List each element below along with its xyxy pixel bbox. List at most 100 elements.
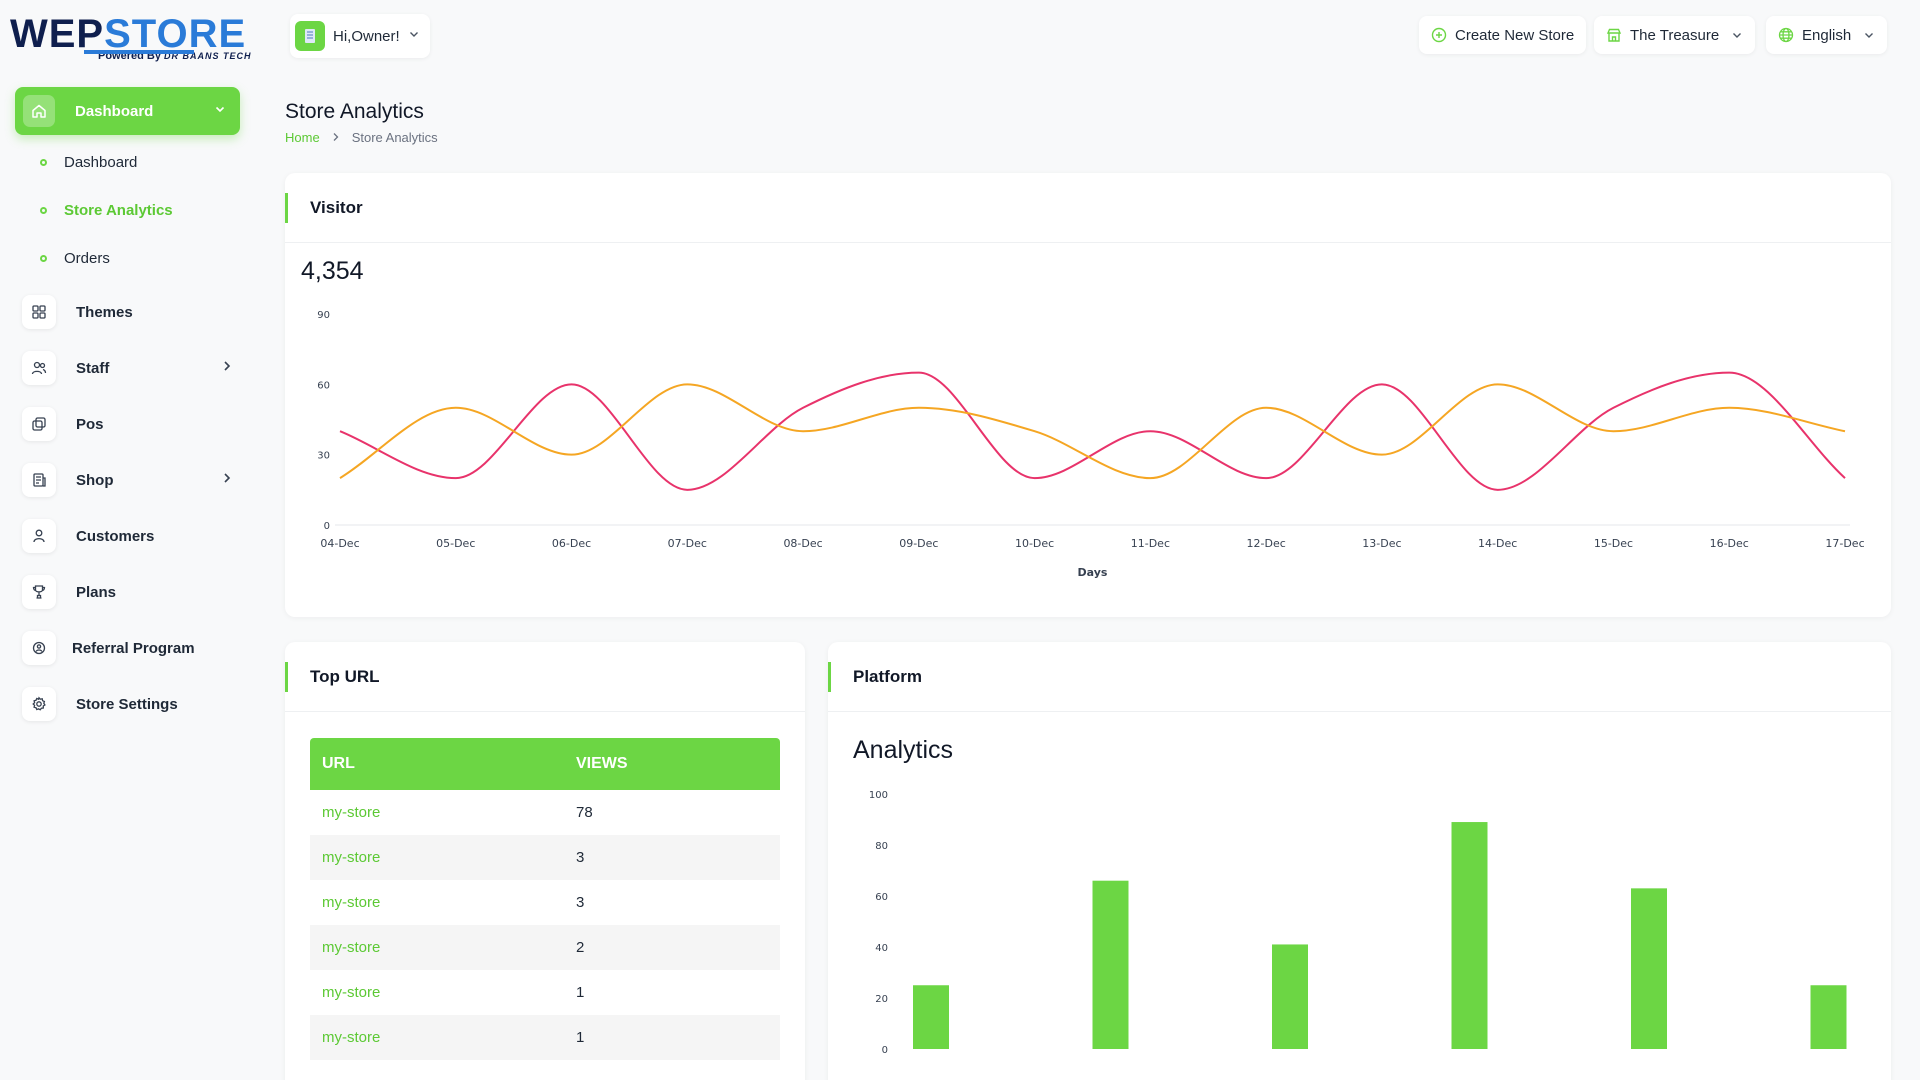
visitor-card: Visitor 4,354 0 30 60 90 04-Dec 05-Dec 06-Dec 0… <box>285 173 1891 617</box>
table-row: my-store 2 <box>310 925 780 970</box>
x-tick-label: 17-Dec <box>1825 537 1864 550</box>
sidebar-subitem-label: Dashboard <box>64 154 138 171</box>
url-link[interactable]: my-store <box>310 835 564 880</box>
x-tick-label: 06-Dec <box>552 537 591 550</box>
sidebar-item-plans[interactable]: Plans <box>22 572 240 612</box>
chevron-right-icon <box>332 130 340 145</box>
language-selector[interactable]: English <box>1766 16 1888 54</box>
y-tick-label: 80 <box>875 841 888 852</box>
y-tick-label: 30 <box>317 451 330 462</box>
plus-circle-icon <box>1431 27 1447 43</box>
sidebar-subitem-label: Orders <box>64 250 110 267</box>
bar <box>1092 880 1129 1049</box>
platform-card-header: Platform <box>828 642 1891 712</box>
x-tick-label: 16-Dec <box>1710 537 1749 550</box>
top-url-card-title: Top URL <box>310 666 380 686</box>
trophy-icon <box>22 575 56 609</box>
chevron-down-icon <box>1865 33 1874 38</box>
sidebar-item-label: Customers <box>76 527 155 545</box>
bullet-icon <box>40 159 47 166</box>
series-line-2 <box>339 383 1846 480</box>
y-tick-label: 60 <box>875 892 888 903</box>
sidebar-subitem-dashboard[interactable]: Dashboard <box>40 154 137 171</box>
sidebar-item-referral-program[interactable]: Referral Program <box>22 628 240 668</box>
x-tick-label: 13-Dec <box>1362 537 1401 550</box>
platform-analytics-heading: Analytics <box>853 736 954 764</box>
y-tick-label: 90 <box>317 310 330 321</box>
sidebar-subitem-orders[interactable]: Orders <box>40 250 110 267</box>
x-tick-label: 10-Dec <box>1015 537 1054 550</box>
url-link[interactable]: my-store <box>310 925 564 970</box>
table-row: my-store 1 <box>310 1015 780 1060</box>
chevron-down-icon <box>408 27 420 45</box>
brand-wordmark: WEPSTORE <box>10 14 270 54</box>
chevron-down-icon <box>214 102 226 120</box>
sidebar-item-label: Referral Program <box>72 639 195 657</box>
user-menu[interactable]: Hi,Owner! <box>290 14 430 58</box>
users-icon <box>22 351 56 385</box>
sidebar-item-dashboard[interactable]: Dashboard <box>15 87 240 135</box>
sidebar-item-label: Staff <box>76 359 110 377</box>
url-link[interactable]: my-store <box>322 804 381 821</box>
platform-card: Platform Analytics 0 20 40 60 80 100 <box>828 642 1891 1080</box>
y-tick-label: 60 <box>317 380 330 391</box>
x-tick-label: 14-Dec <box>1478 537 1517 550</box>
settings-icon <box>22 687 56 721</box>
bar <box>1451 822 1488 1049</box>
sidebar-item-store-settings[interactable]: Store Settings <box>22 684 240 724</box>
sidebar-item-themes[interactable]: Themes <box>22 292 240 332</box>
sidebar-item-label: Themes <box>76 303 133 321</box>
top-url-card: Top URL URL VIEWS my-store 78 my-store 3 m… <box>285 642 805 1080</box>
sidebar-item-pos[interactable]: Pos <box>22 404 240 444</box>
user-icon <box>22 519 56 553</box>
visitor-card-title: Visitor <box>310 197 363 217</box>
store-selector[interactable]: The Treasure <box>1594 16 1756 54</box>
y-tick-label: 20 <box>875 994 888 1005</box>
store-icon <box>1606 28 1622 42</box>
brand-underline <box>84 50 194 54</box>
sidebar-item-label: Dashboard <box>75 102 154 120</box>
sidebar-subitem-store-analytics[interactable]: Store Analytics <box>40 202 173 219</box>
y-tick-label: 0 <box>324 521 330 532</box>
breadcrumb-home-link[interactable]: Home <box>285 130 320 145</box>
views-count: 3 <box>576 894 585 911</box>
table-header-row: URL VIEWS <box>310 738 780 790</box>
x-tick-label: 04-Dec <box>320 537 359 550</box>
create-new-store-button[interactable]: Create New Store <box>1419 16 1587 54</box>
x-tick-label: 08-Dec <box>783 537 822 550</box>
avatar <box>295 21 325 51</box>
sidebar-item-label: Shop <box>76 471 114 489</box>
x-axis-label: Days <box>1078 566 1108 579</box>
shop-icon <box>22 463 56 497</box>
chevron-down-icon <box>1733 33 1742 38</box>
column-header-url: URL <box>310 738 564 790</box>
visitor-total: 4,354 <box>301 257 364 285</box>
table-row: my-store 3 <box>310 880 780 925</box>
user-greeting: Hi,Owner! <box>333 27 400 45</box>
sidebar-subitem-label: Store Analytics <box>64 202 173 219</box>
brand-tagline-company: DR BAANS TECH <box>164 51 252 61</box>
views-count: 1 <box>564 1015 780 1060</box>
sidebar-item-customers[interactable]: Customers <box>22 516 240 556</box>
x-tick-label: 09-Dec <box>899 537 938 550</box>
top-url-card-header: Top URL <box>285 642 805 712</box>
grid-icon <box>22 295 56 329</box>
create-new-store-label: Create New Store <box>1455 26 1575 44</box>
table-row: my-store 78 <box>310 790 780 835</box>
sidebar-item-label: Store Settings <box>76 695 178 713</box>
views-count: 1 <box>576 984 585 1001</box>
sidebar-item-staff[interactable]: Staff <box>22 348 240 388</box>
page-title: Store Analytics <box>285 100 424 123</box>
sidebar-item-label: Pos <box>76 415 104 433</box>
brand-logo[interactable]: WEPSTORE Powered By DR BAANS TECH <box>10 14 270 62</box>
sidebar-item-shop[interactable]: Shop <box>22 460 240 500</box>
breadcrumb-current: Store Analytics <box>351 130 438 145</box>
url-link[interactable]: my-store <box>322 984 381 1001</box>
url-link[interactable]: my-store <box>322 894 381 911</box>
home-icon <box>23 95 55 127</box>
sidebar: WEPSTORE Powered By DR BAANS TECH Dashbo… <box>0 0 256 1080</box>
x-tick-label: 07-Dec <box>668 537 707 550</box>
store-name-label: The Treasure <box>1630 26 1720 44</box>
url-link[interactable]: my-store <box>310 1015 564 1060</box>
bar <box>1810 985 1847 1049</box>
